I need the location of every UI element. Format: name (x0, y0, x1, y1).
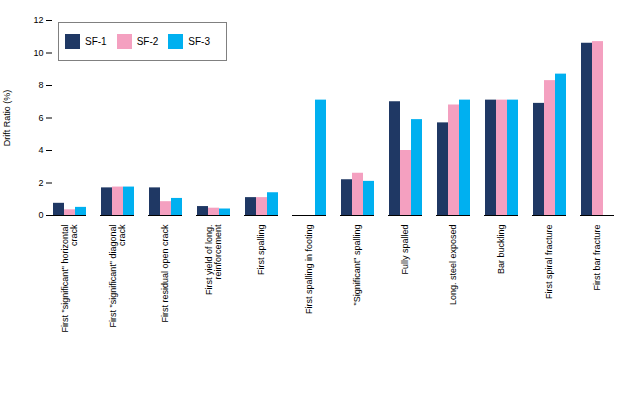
svg-text:Long. steel exposed: Long. steel exposed (448, 225, 458, 306)
html-text:SF-3: SF-3 (188, 36, 210, 47)
svg-text:8: 8 (38, 80, 43, 90)
svg-text:First spalling: First spalling (256, 225, 266, 276)
svg-text:First spalling in footing: First spalling in footing (304, 225, 314, 315)
svg-text:First residual open crack: First residual open crack (160, 224, 170, 323)
svg-text:First "significant" diagonalcr: First "significant" diagonalcrack (108, 224, 127, 327)
svg-text:12: 12 (33, 15, 43, 25)
svg-text:2: 2 (38, 178, 43, 188)
svg-text:First bar fracture: First bar fracture (592, 225, 602, 291)
svg-text:6: 6 (38, 113, 43, 123)
html-text:SF-2: SF-2 (136, 36, 159, 47)
svg-text:4: 4 (38, 145, 43, 155)
svg-text:Drift Ratio (%): Drift Ratio (%) (2, 90, 12, 147)
svg-text:First spiral fracture: First spiral fracture (544, 225, 554, 300)
svg-text:Fully spalled: Fully spalled (400, 225, 410, 275)
svg-text:0: 0 (38, 210, 43, 220)
svg-text:First "significant" horizontal: First "significant" horizontalcrack (60, 224, 79, 332)
html-text:SF-1: SF-1 (85, 36, 107, 47)
svg-text:"Significant" spalling: "Significant" spalling (352, 225, 362, 306)
svg-text:Bar buckling: Bar buckling (496, 225, 506, 275)
svg-text:First yield of long.reinforcem: First yield of long.reinforcement (204, 224, 223, 295)
svg-text:10: 10 (33, 48, 43, 58)
